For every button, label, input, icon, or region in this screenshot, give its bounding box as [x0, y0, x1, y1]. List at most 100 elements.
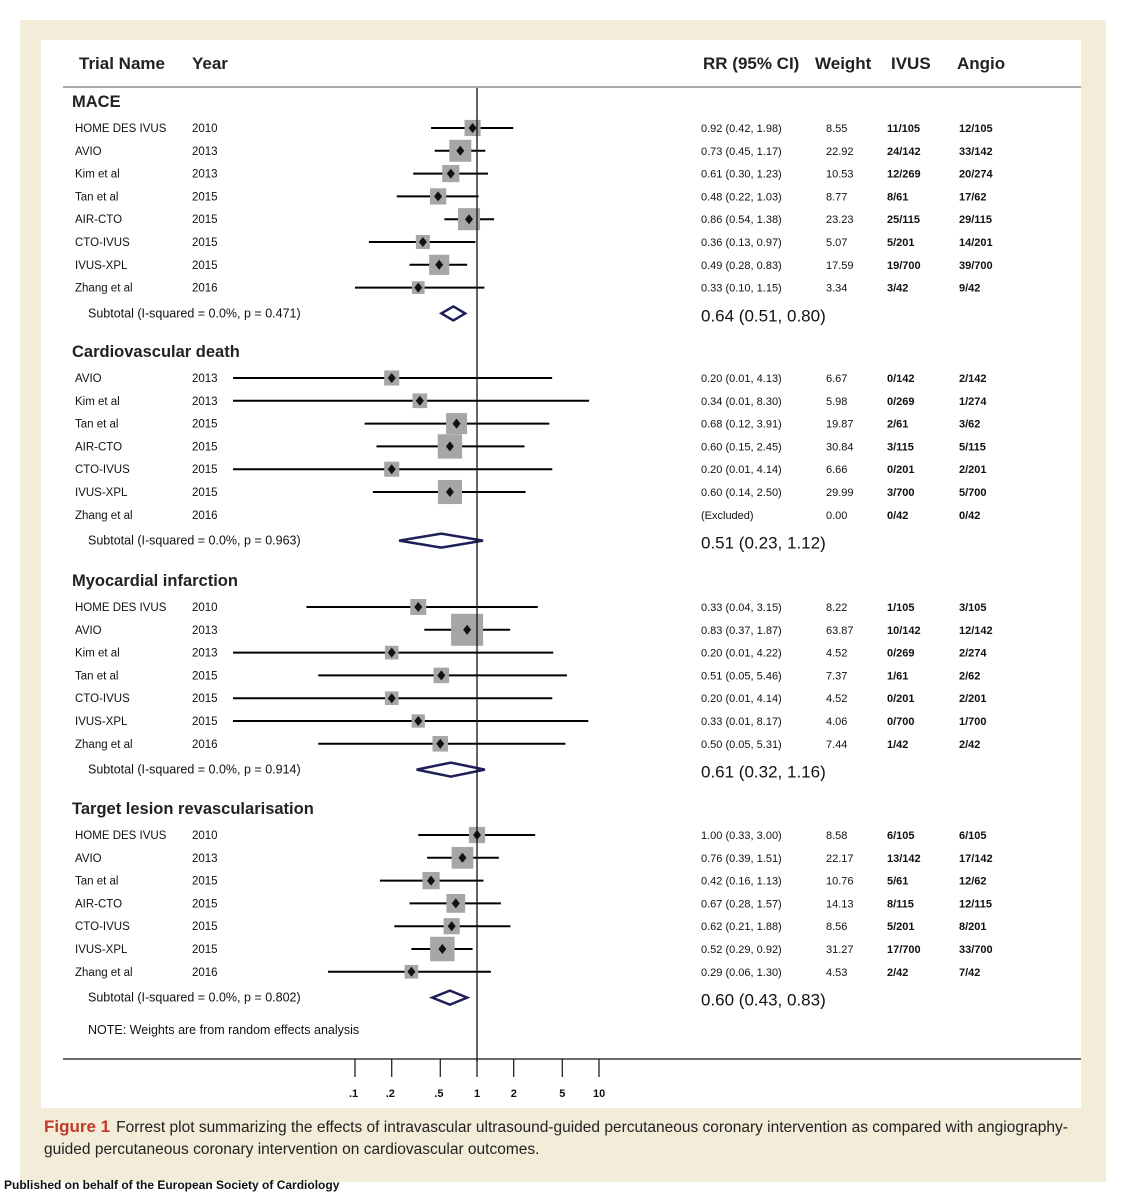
angio-events: 12/62	[959, 876, 987, 888]
point-estimate	[463, 624, 472, 635]
trial-name: HOME DES IVUS	[75, 123, 167, 135]
trial-name: CTO-IVUS	[75, 237, 130, 249]
rr-ci-value: 0.49 (0.28, 0.83)	[701, 260, 782, 272]
rr-ci-value: 0.73 (0.45, 1.17)	[701, 146, 782, 158]
ivus-events: 1/61	[887, 670, 908, 682]
point-estimate	[387, 693, 396, 704]
point-estimate	[427, 875, 436, 886]
weight-value: 8.55	[826, 123, 847, 135]
trial-name: Tan et al	[75, 876, 118, 888]
trial-name: IVUS-XPL	[75, 260, 128, 272]
trial-year: 2013	[192, 853, 218, 865]
angio-events: 1/700	[959, 716, 987, 728]
trial-name: AIR-CTO	[75, 898, 122, 910]
trial-name: Tan et al	[75, 419, 118, 431]
angio-events: 2/142	[959, 373, 987, 385]
weight-value: 4.52	[826, 648, 847, 660]
trial-name: Kim et al	[75, 648, 120, 660]
point-estimate	[435, 259, 444, 270]
point-estimate	[468, 123, 477, 133]
point-estimate	[414, 716, 423, 726]
angio-events: 2/274	[959, 648, 987, 660]
weight-value: 7.37	[826, 670, 847, 682]
rr-ci-value: 0.33 (0.01, 8.17)	[701, 716, 782, 728]
point-estimate	[414, 282, 423, 293]
rr-ci-value: 0.52 (0.29, 0.92)	[701, 944, 782, 956]
column-header-weight: Weight	[815, 54, 872, 73]
trial-year: 2015	[192, 944, 218, 956]
x-axis-tick-label: .5	[434, 1088, 443, 1100]
point-estimate	[456, 145, 465, 156]
trial-year: 2013	[192, 625, 218, 637]
trial-year: 2015	[192, 464, 218, 476]
subtotal-rr-ci: 0.64 (0.51, 0.80)	[701, 306, 826, 325]
subtotal-label: Subtotal (I-squared = 0.0%, p = 0.802)	[88, 991, 301, 1005]
column-header-angio: Angio	[957, 54, 1005, 73]
weight-value: 10.53	[826, 169, 854, 181]
point-estimate	[458, 852, 467, 863]
weight-value: 8.56	[826, 921, 847, 933]
rr-ci-value: 0.76 (0.39, 1.51)	[701, 853, 782, 865]
point-estimate	[387, 464, 396, 475]
trial-year: 2016	[192, 283, 218, 295]
trial-year: 2015	[192, 716, 218, 728]
angio-events: 2/62	[959, 670, 980, 682]
rr-ci-value: 0.86 (0.54, 1.38)	[701, 214, 782, 226]
x-axis-tick-label: 5	[559, 1088, 565, 1100]
angio-events: 3/62	[959, 419, 980, 431]
rr-ci-value: 0.92 (0.42, 1.98)	[701, 123, 782, 135]
x-axis-tick-label: 1	[474, 1088, 480, 1100]
figure-caption: Figure 1 Forrest plot summarizing the eff…	[44, 1116, 1092, 1161]
rr-ci-value: 0.61 (0.30, 1.23)	[701, 169, 782, 181]
ivus-events: 13/142	[887, 853, 921, 865]
angio-events: 14/201	[959, 237, 993, 249]
subtotal-label: Subtotal (I-squared = 0.0%, p = 0.471)	[88, 306, 301, 320]
subtotal-label: Subtotal (I-squared = 0.0%, p = 0.963)	[88, 534, 301, 548]
rr-ci-value: 0.68 (0.12, 3.91)	[701, 419, 782, 431]
angio-events: 39/700	[959, 260, 993, 272]
angio-events: 12/105	[959, 123, 993, 135]
point-estimate	[415, 395, 424, 406]
trial-name: AVIO	[75, 146, 102, 158]
trial-name: IVUS-XPL	[75, 487, 128, 499]
rr-ci-value: 0.20 (0.01, 4.14)	[701, 464, 782, 476]
subtotal-diamond	[398, 532, 484, 549]
ivus-events: 2/61	[887, 419, 908, 431]
trial-name: AVIO	[75, 853, 102, 865]
trial-name: Kim et al	[75, 396, 120, 408]
column-header-trial: Trial Name	[79, 54, 165, 73]
subtotal-rr-ci: 0.51 (0.23, 1.12)	[701, 534, 826, 553]
point-estimate	[434, 191, 443, 202]
angio-events: 5/115	[959, 441, 986, 453]
angio-events: 3/105	[959, 602, 987, 614]
angio-events: 0/42	[959, 510, 980, 522]
subtotal-rr-ci: 0.61 (0.32, 1.16)	[701, 763, 826, 782]
trial-year: 2015	[192, 260, 218, 272]
x-axis-tick-label: 2	[511, 1088, 517, 1100]
trial-name: IVUS-XPL	[75, 944, 128, 956]
ivus-events: 1/42	[887, 739, 908, 751]
rr-ci-value: 0.36 (0.13, 0.97)	[701, 237, 782, 249]
weight-value: 5.07	[826, 237, 847, 249]
trial-name: CTO-IVUS	[75, 464, 130, 476]
trial-name: Zhang et al	[75, 510, 133, 522]
weight-value: 22.17	[826, 853, 854, 865]
group-title: Cardiovascular death	[72, 343, 240, 361]
point-estimate	[452, 418, 461, 429]
trial-year: 2013	[192, 169, 218, 181]
point-estimate	[437, 670, 446, 681]
trial-year: 2015	[192, 693, 218, 705]
rr-ci-value: 0.67 (0.28, 1.57)	[701, 898, 782, 910]
rr-ci-value: 0.34 (0.01, 8.30)	[701, 396, 782, 408]
weights-note: NOTE: Weights are from random effects an…	[88, 1023, 359, 1037]
trial-name: Tan et al	[75, 191, 118, 203]
trial-name: AIR-CTO	[75, 441, 122, 453]
angio-events: 2/42	[959, 739, 980, 751]
rr-ci-value: 0.29 (0.06, 1.30)	[701, 967, 782, 979]
ivus-events: 8/61	[887, 191, 908, 203]
group-title: MACE	[72, 93, 121, 111]
trial-year: 2013	[192, 648, 218, 660]
group-title: Target lesion revascularisation	[72, 800, 314, 818]
angio-events: 29/115	[959, 214, 992, 226]
ivus-events: 11/105	[887, 123, 920, 135]
